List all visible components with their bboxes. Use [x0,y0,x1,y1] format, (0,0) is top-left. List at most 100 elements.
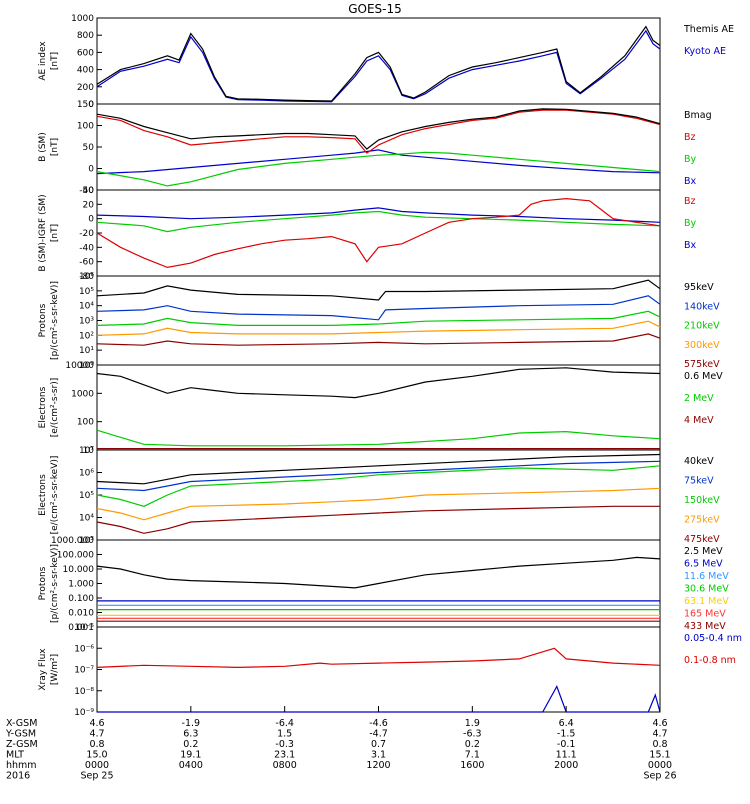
x-tick-label: 0.7 [371,739,386,750]
series-line-475kev [96,505,660,534]
legend-label: Bmag [684,110,712,121]
y-tick-label: 10⁷ [79,446,94,456]
y-axis-label: Protons [38,303,48,337]
legend-label: 300keV [684,340,720,351]
series-line-2-5-mev [96,556,661,589]
panel-frame-2 [96,103,661,191]
y-axis-label: [nT] [50,52,60,70]
y-tick-label: 1000 [71,389,94,399]
series-line-0-6-mev [96,367,661,399]
y-tick-label: 100.000 [57,551,94,561]
legend-label: Bz [684,132,696,143]
y-tick-label: 10⁻⁵ [74,623,94,633]
x-tick-label: 4.6 [89,718,104,729]
legend-label: Bz [684,196,696,207]
x-tick-label: -4.7 [369,729,388,740]
y-tick-label: 10⁵ [79,287,94,297]
y-axis-label: [p/(cm²-s-sr-keV)] [50,544,60,623]
series-line-140kev [96,295,661,321]
y-tick-label: -20 [79,229,94,239]
x-tick-label: 4.7 [89,729,104,740]
y-tick-label: 10⁶ [79,469,94,479]
x-axis-row-label: X-GSM [6,718,37,729]
legend-label: 2.5 MeV [684,546,723,557]
y-tick-label: 0 [88,165,94,175]
series-line-kyoto-ae [96,29,661,103]
panel-frame-1 [96,17,661,105]
x-tick-label: 11.1 [556,750,577,761]
y-tick-label: 100 [77,122,94,132]
legend-label: 433 MeV [684,621,726,632]
x-axis-row-label: Y-GSM [5,729,36,740]
y-tick-label: 10000 [65,361,94,371]
x-axis-row-label: hhmm [6,760,37,771]
y-tick-label: 10⁶ [79,272,94,282]
series-line-by [96,210,661,233]
legend-label: By [684,218,697,229]
x-tick-label: Sep 26 [643,771,676,782]
series-line-bz [96,109,661,154]
y-tick-label: 10³ [79,317,94,327]
series-line-210kev [96,310,661,326]
y-tick-label: 0 [88,100,94,110]
x-tick-label: 23.1 [274,750,295,761]
y-tick-label: 10⁻⁶ [74,644,94,654]
x-tick-label: 2000 [554,760,578,771]
y-axis-label: B (SM)-IGRF (SM) [38,194,48,271]
y-axis-label: Protons [38,566,48,600]
y-tick-label: 100 [77,418,94,428]
y-tick-label: 10⁻⁹ [74,708,94,718]
legend-label: 140keV [684,301,720,312]
x-tick-label: 0000 [648,760,672,771]
y-tick-label: 10⁻⁸ [74,687,94,697]
x-tick-label: 0.8 [89,739,104,750]
x-tick-label: 0800 [273,760,297,771]
y-tick-label: 10⁰ [79,361,94,371]
legend-label: 0.6 MeV [684,371,723,382]
y-tick-label: 400 [77,66,94,76]
x-tick-label: 0.2 [183,739,198,750]
legend-label: 30.6 MeV [684,584,729,595]
legend-label: 475keV [684,534,720,545]
y-tick-label: 200 [77,83,94,93]
x-tick-label: Sep 25 [80,771,113,782]
legend-label: 75keV [684,476,714,487]
y-axis-label: [nT] [50,224,60,242]
y-tick-label: 50 [83,143,95,153]
y-tick-label: 10² [79,331,94,341]
x-tick-label: 4.7 [652,729,667,740]
x-tick-label: 6.3 [183,729,198,740]
legend-label: 165 MeV [684,609,726,620]
series-line-2-mev [96,429,661,447]
legend-label: Kyoto AE [684,46,726,57]
x-tick-label: -4.6 [369,718,388,729]
legend-label: 95keV [684,282,714,293]
legend-label: 575keV [684,359,720,370]
y-tick-label: 10 [83,446,95,456]
x-tick-label: 15.1 [649,750,670,761]
y-tick-label: 10¹ [79,346,94,356]
y-axis-label: B (SM) [38,132,48,162]
x-tick-label: -1.9 [182,718,201,729]
x-tick-label: -0.3 [275,739,294,750]
series-line-themis-ae [96,25,661,102]
y-tick-label: 10⁴ [79,514,94,524]
series-line-40kev [96,453,661,485]
legend-label: 40keV [684,456,714,467]
x-tick-label: 1.5 [277,729,292,740]
series-line-300kev [96,320,661,336]
series-line-275kev [96,487,661,521]
x-tick-label: 3.1 [371,750,386,761]
y-tick-label: 1000 [71,14,94,24]
series-line-575kev [96,333,661,346]
panel-frame-8 [96,626,661,713]
y-axis-label: [e/(cm²-s-sr)] [50,378,60,438]
legend-label: 150keV [684,495,720,506]
y-tick-label: 150 [77,100,94,110]
y-tick-label: 40 [83,186,95,196]
y-tick-label: -60 [79,258,94,268]
legend-label: 0.1-0.8 nm [684,655,736,666]
series-line-bx [96,149,661,175]
series-line-by [96,151,661,187]
x-tick-label: 0000 [85,760,109,771]
